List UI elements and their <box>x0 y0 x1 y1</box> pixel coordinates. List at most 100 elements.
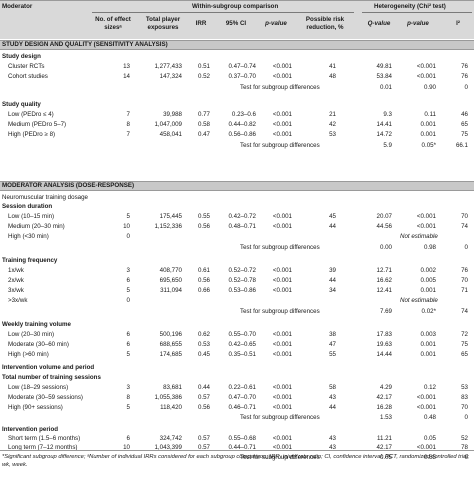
cell-risk-reduction: 45 <box>329 213 336 220</box>
group-label: Study design <box>2 53 41 60</box>
cell-ci: 0.46–0.71 <box>228 404 256 411</box>
cell-p: <0.001 <box>272 111 292 118</box>
cell-exposures: 118,420 <box>160 404 182 411</box>
cell-ci: 0.52–0.72 <box>228 267 256 274</box>
cell-i2: 0 <box>464 414 468 421</box>
cell-p: <0.001 <box>272 394 292 401</box>
col-header-effect-sizes: No. of effect sizesᵃ <box>95 16 131 31</box>
cell-i2: 52 <box>461 435 468 442</box>
cell-i2: 78 <box>461 444 468 451</box>
cell-p: <0.001 <box>272 223 292 230</box>
row-label: Short term (1.5–6 months) <box>8 435 81 442</box>
cell-ci: 0.42–0.72 <box>228 213 256 220</box>
cell-het-p: 0.003 <box>420 331 436 338</box>
cell-het-p: <0.001 <box>416 444 436 451</box>
cell-q: 0.00 <box>379 244 392 251</box>
cell-q: 12.71 <box>376 267 392 274</box>
cell-risk-reduction: 34 <box>329 287 336 294</box>
cell-i2: 53 <box>461 384 468 391</box>
row-label: High (<30 min) <box>8 233 49 240</box>
group-label: Total number of training sessions <box>2 374 101 381</box>
cell-effect-sizes: 5 <box>126 404 130 411</box>
cell-q: 11.21 <box>376 435 392 442</box>
cell-exposures: 500,196 <box>159 331 182 338</box>
row-label: Moderate (30–59 sessions) <box>8 394 83 401</box>
cell-exposures: 688,655 <box>159 341 182 348</box>
cell-q: 4.29 <box>379 384 392 391</box>
cell-i2: 72 <box>461 331 468 338</box>
cell-i2: 83 <box>461 394 468 401</box>
cell-p: <0.001 <box>272 63 292 70</box>
cell-exposures: 695,650 <box>159 277 182 284</box>
cell-i2: 0 <box>464 84 468 91</box>
cell-risk-reduction: 44 <box>329 404 336 411</box>
cell-p: <0.001 <box>272 277 292 284</box>
moderator-header: Moderator <box>2 3 33 10</box>
cell-p: <0.001 <box>272 267 292 274</box>
cell-ci: 0.55–0.68 <box>228 435 256 442</box>
cell-q: 1.53 <box>379 414 392 421</box>
cell-ci: 0.47–0.74 <box>228 63 256 70</box>
row-label: Medium (20–30 min) <box>8 223 65 230</box>
cell-het-p: 0.98 <box>423 244 436 251</box>
row-label: High (PEDro ≥ 8) <box>8 131 56 138</box>
row-label: Low (10–15 min) <box>8 213 55 220</box>
col-header-p: p-value <box>265 20 287 27</box>
heterogeneity-header: Heterogeneity (Chi² test) <box>374 3 446 10</box>
cell-effect-sizes: 13 <box>123 63 130 70</box>
section-band <box>0 181 474 191</box>
cell-q: 12.41 <box>376 287 392 294</box>
cell-het-p: 0.48 <box>423 414 436 421</box>
cell-effect-sizes: 6 <box>126 331 130 338</box>
cell-risk-reduction: 42 <box>329 121 336 128</box>
cell-het-p: <0.001 <box>416 63 436 70</box>
cell-het-p: 0.05 <box>423 435 436 442</box>
cell-het-p: 0.002 <box>420 267 436 274</box>
cell-i2: 0 <box>464 454 468 461</box>
cell-i2: 70 <box>461 213 468 220</box>
cell-i2: 76 <box>461 267 468 274</box>
subgroup-test-label: Test for subgroup differences <box>240 414 320 421</box>
cell-exposures: 147,324 <box>159 73 182 80</box>
not-estimable-note: Not estimable <box>400 233 438 240</box>
cell-i2: 66.1 <box>455 142 468 149</box>
cell-p: <0.001 <box>272 287 292 294</box>
cell-effect-sizes: 3 <box>126 384 130 391</box>
cell-ci: 0.47–0.70 <box>228 394 256 401</box>
row-label: Long term (7–12 months) <box>8 444 78 451</box>
row-label: Medium (PEDro 5–7) <box>8 121 67 128</box>
cell-exposures: 174,685 <box>159 351 182 358</box>
cell-i2: 65 <box>461 121 468 128</box>
cell-q: 42.17 <box>376 394 392 401</box>
cell-effect-sizes: 5 <box>126 213 130 220</box>
cell-risk-reduction: 39 <box>329 267 336 274</box>
cell-risk-reduction: 41 <box>329 63 336 70</box>
cell-exposures: 83,681 <box>163 384 182 391</box>
cell-irr: 0.51 <box>197 63 210 70</box>
cell-i2: 65 <box>461 351 468 358</box>
cell-q: 9.3 <box>383 111 392 118</box>
row-label: Moderate (30–60 min) <box>8 341 69 348</box>
group-label: Intervention volume and period <box>2 364 95 371</box>
cell-effect-sizes: 6 <box>126 341 130 348</box>
cell-q: 5.9 <box>383 142 392 149</box>
cell-effect-sizes: 7 <box>126 111 130 118</box>
cell-p: <0.001 <box>272 73 292 80</box>
cell-q: 0.01 <box>379 84 392 91</box>
within-subgroup-header: Within-subgroup comparison <box>192 3 279 10</box>
row-label: Low (18–29 sessions) <box>8 384 69 391</box>
row-label: 3x/wk <box>8 287 24 294</box>
col-header-risk-reduction: Possible risk reduction, % <box>305 16 345 31</box>
cell-q: 14.41 <box>376 121 392 128</box>
cell-ci: 0.22–0.61 <box>228 384 256 391</box>
cell-het-p: 0.005 <box>420 277 436 284</box>
group-label: Neuromuscular training dosage <box>2 194 88 201</box>
cell-ci: 0.44–0.82 <box>228 121 256 128</box>
cell-het-p: 0.85 <box>423 454 436 461</box>
section-title: STUDY DESIGN AND QUALITY (SENSITIVITY AN… <box>2 41 168 48</box>
cell-irr: 0.44 <box>197 384 210 391</box>
row-label: >3x/wk <box>8 297 28 304</box>
cell-risk-reduction: 55 <box>329 351 336 358</box>
col-header-het-p: p-value <box>407 20 429 27</box>
